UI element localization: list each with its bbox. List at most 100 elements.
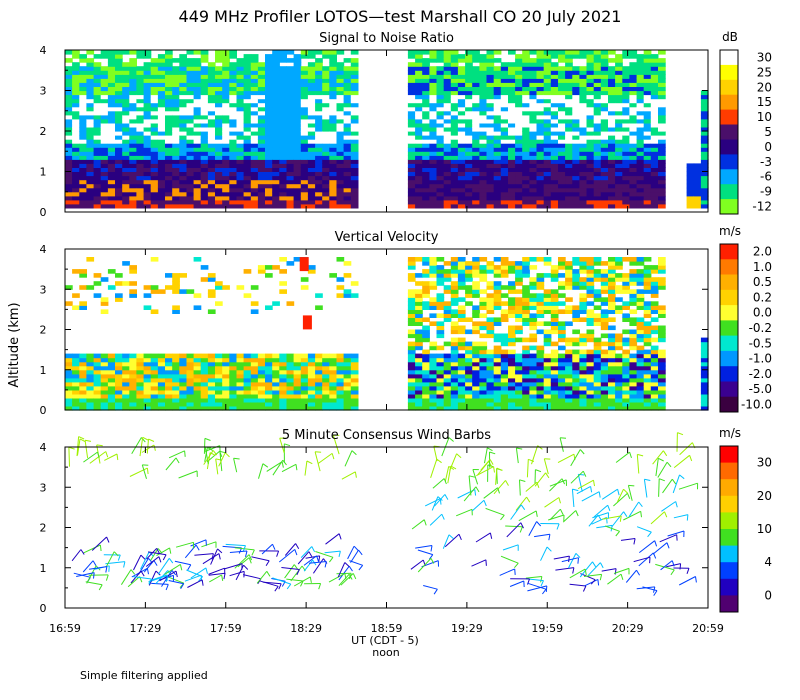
velocity-cell — [508, 333, 516, 339]
snr-cell — [522, 183, 530, 189]
snr-cell — [686, 203, 695, 209]
velocity-cell — [186, 377, 195, 383]
velocity-cell — [429, 297, 438, 302]
snr-cell — [465, 98, 473, 104]
velocity-cell — [457, 269, 466, 274]
snr-cell — [300, 147, 309, 152]
velocity-cell — [122, 373, 130, 379]
velocity-cell — [586, 269, 595, 274]
velocity-cell — [522, 265, 530, 270]
snr-cell — [200, 143, 209, 148]
snr-cell — [329, 98, 337, 104]
snr-cell — [436, 110, 445, 116]
wind-barb — [411, 519, 425, 530]
wind-barb-feather — [217, 548, 223, 554]
velocity-cell — [558, 293, 566, 298]
velocity-cell — [100, 365, 109, 371]
snr-cell — [600, 90, 609, 96]
velocity-cell — [643, 349, 652, 355]
snr-cell — [65, 102, 73, 108]
snr-cell — [257, 106, 266, 112]
snr-cell — [293, 66, 302, 71]
snr-cell — [457, 118, 466, 124]
velocity-cell — [79, 389, 87, 395]
velocity-cell — [100, 361, 109, 367]
snr-cell — [236, 90, 245, 96]
velocity-cell — [522, 365, 530, 371]
snr-cell — [107, 98, 116, 104]
velocity-cell — [257, 369, 266, 375]
velocity-cell — [107, 365, 116, 371]
snr-cell — [600, 163, 609, 168]
snr-cell — [407, 106, 416, 112]
snr-cell — [272, 86, 280, 92]
snr-cell — [293, 183, 302, 189]
velocity-cell — [336, 369, 345, 375]
snr-cell — [615, 66, 623, 71]
snr-cell — [79, 199, 87, 205]
snr-cell — [486, 183, 495, 189]
snr-cell — [558, 78, 566, 83]
velocity-cell — [279, 357, 287, 363]
snr-cell — [143, 175, 152, 181]
snr-cell — [536, 187, 545, 193]
snr-cell — [658, 86, 666, 92]
snr-cell — [643, 147, 652, 152]
snr-cell — [172, 98, 180, 104]
snr-cell — [415, 159, 423, 164]
snr-cell — [643, 74, 652, 79]
snr-cell — [215, 195, 223, 201]
velocity-cell — [215, 385, 223, 391]
snr-cell — [122, 139, 130, 144]
snr-cell — [329, 106, 337, 112]
snr-cell — [465, 122, 473, 128]
snr-cell — [479, 90, 488, 96]
velocity-cell — [315, 361, 323, 367]
snr-cell — [200, 54, 209, 59]
wind-barb-feather — [430, 545, 433, 552]
velocity-cell — [457, 329, 466, 335]
velocity-cell — [500, 369, 509, 375]
velocity-cell — [86, 285, 95, 290]
snr-cell — [93, 106, 102, 112]
velocity-cell — [465, 389, 473, 395]
snr-cell — [600, 94, 609, 100]
snr-cell — [429, 139, 438, 144]
snr-cell — [436, 199, 445, 205]
velocity-cell — [322, 406, 330, 411]
snr-cell — [558, 102, 566, 108]
velocity-cell — [508, 301, 516, 306]
snr-cell — [200, 94, 209, 100]
velocity-cell — [565, 401, 573, 407]
snr-cell — [307, 139, 316, 144]
velocity-cell — [86, 393, 95, 399]
snr-cell — [558, 114, 566, 120]
snr-cell — [443, 135, 452, 140]
snr-cell — [479, 147, 488, 152]
velocity-cell — [486, 265, 495, 270]
velocity-cell — [265, 393, 273, 399]
velocity-cell — [115, 397, 123, 403]
velocity-cell — [315, 381, 323, 387]
snr-cell — [443, 102, 452, 108]
snr-cell — [422, 98, 430, 104]
velocity-cell — [457, 337, 466, 343]
snr-cell — [72, 98, 80, 104]
snr-cell — [422, 66, 430, 71]
snr-cell — [629, 94, 638, 100]
snr-cell — [272, 199, 280, 205]
velocity-cell — [543, 337, 552, 343]
snr-cell — [165, 114, 173, 120]
velocity-cell — [200, 361, 209, 367]
snr-cell — [79, 135, 87, 140]
velocity-cell — [536, 329, 545, 335]
wind-barb — [297, 551, 310, 565]
snr-cell — [472, 179, 480, 185]
velocity-cell — [658, 257, 666, 262]
snr-cell — [558, 143, 566, 148]
snr-cell — [143, 195, 152, 201]
velocity-cell — [636, 269, 645, 274]
snr-cell — [222, 151, 230, 156]
velocity-cell — [479, 365, 488, 371]
snr-cell — [93, 62, 102, 67]
